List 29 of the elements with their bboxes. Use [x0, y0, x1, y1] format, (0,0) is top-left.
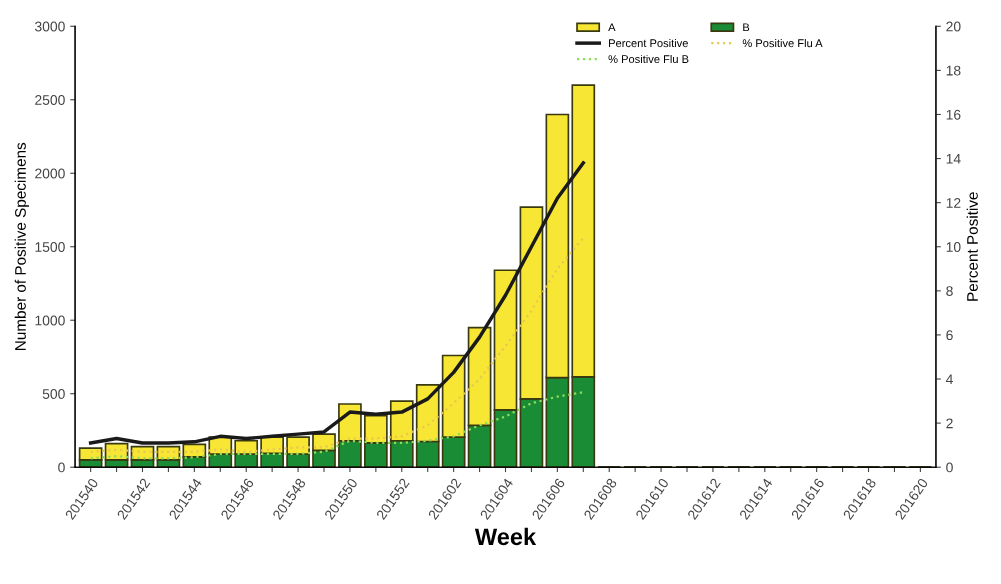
line-series: [89, 391, 585, 460]
y-tick-label: 1000: [35, 315, 65, 326]
y2-tick-label: 14: [946, 154, 961, 164]
y2-axis-title: Percent Positive: [966, 192, 978, 301]
y2-tick-label: 16: [946, 109, 961, 120]
y-tick-label: 500: [42, 389, 65, 399]
legend-label: % Positive Flu B: [608, 54, 689, 64]
y-axis-title: Number of Positive Specimens: [14, 142, 29, 350]
legend-label: Percent Positive: [609, 38, 688, 48]
y2-tick-label: 18: [946, 65, 961, 76]
y2-tick-label: 6: [946, 330, 953, 341]
x-axis-title: Week: [474, 527, 537, 546]
y2-tick-label: 4: [945, 374, 953, 385]
y2-tick-label: 20: [946, 21, 961, 32]
y2-tick-label: 12: [946, 197, 961, 208]
y-tick-label: 2000: [35, 168, 65, 179]
line-series: [88, 161, 586, 445]
y-tick-label: 2500: [35, 95, 65, 105]
y2-tick-label: 2: [946, 418, 953, 429]
line-series: [89, 236, 585, 453]
y-tick-label: 0: [58, 462, 65, 473]
y2-tick-label: 8: [946, 286, 953, 296]
legend-label: % Positive Flu A: [742, 38, 823, 48]
legend-label: A: [608, 23, 616, 32]
y-tick-label: 3000: [34, 21, 65, 32]
y-tick-label: 1500: [35, 242, 65, 252]
y2-tick-label: 10: [946, 242, 961, 252]
legend-label: B: [743, 23, 750, 32]
y2-tick-label: 0: [946, 462, 953, 473]
